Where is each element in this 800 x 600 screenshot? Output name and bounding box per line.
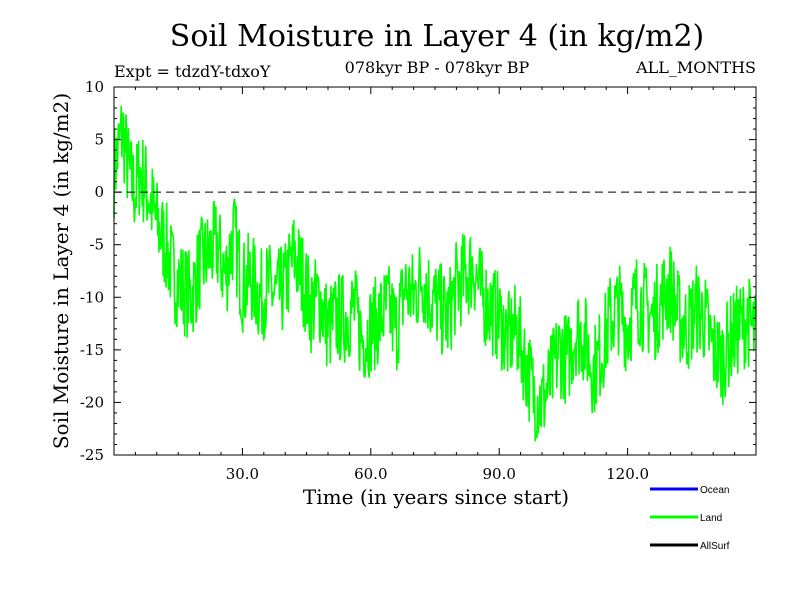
legend-label-allsurf: AllSurf xyxy=(700,541,730,552)
x-tick-label: 60.0 xyxy=(354,465,387,483)
y-axis: 10 5 0 -5 -10 -15 -20 -25 xyxy=(80,78,756,464)
y-tick-label: -15 xyxy=(80,341,104,359)
legend: Ocean Land AllSurf xyxy=(650,485,730,552)
y-tick-label: 5 xyxy=(94,131,104,149)
legend-label-land: Land xyxy=(700,513,722,524)
chart-title: Soil Moisture in Layer 4 (in kg/m2) xyxy=(170,19,704,54)
x-tick-label: 120.0 xyxy=(606,465,649,483)
y-tick-label: -25 xyxy=(80,446,104,464)
x-tick-label: 90.0 xyxy=(482,465,515,483)
y-tick-label: 10 xyxy=(85,78,104,96)
legend-label-ocean: Ocean xyxy=(700,485,729,496)
plot-series xyxy=(113,105,757,442)
subtitle-right: ALL_MONTHS xyxy=(635,58,756,77)
x-axis-label: Time (in years since start) xyxy=(303,485,569,509)
subtitle-center: 078kyr BP - 078kyr BP xyxy=(345,58,530,77)
subtitle-left: Expt = tdzdY-tdxoY xyxy=(114,62,271,81)
y-tick-label: 0 xyxy=(94,183,104,201)
series-line-land xyxy=(113,105,757,442)
y-axis-label: Soil Moisture in Layer 4 (in kg/m2) xyxy=(49,93,73,449)
x-axis: 30.0 60.0 90.0 120.0 xyxy=(134,87,736,483)
y-tick-label: -5 xyxy=(89,236,104,254)
y-tick-label: -20 xyxy=(80,393,104,411)
y-tick-label: -10 xyxy=(80,288,104,306)
x-tick-label: 30.0 xyxy=(226,465,259,483)
